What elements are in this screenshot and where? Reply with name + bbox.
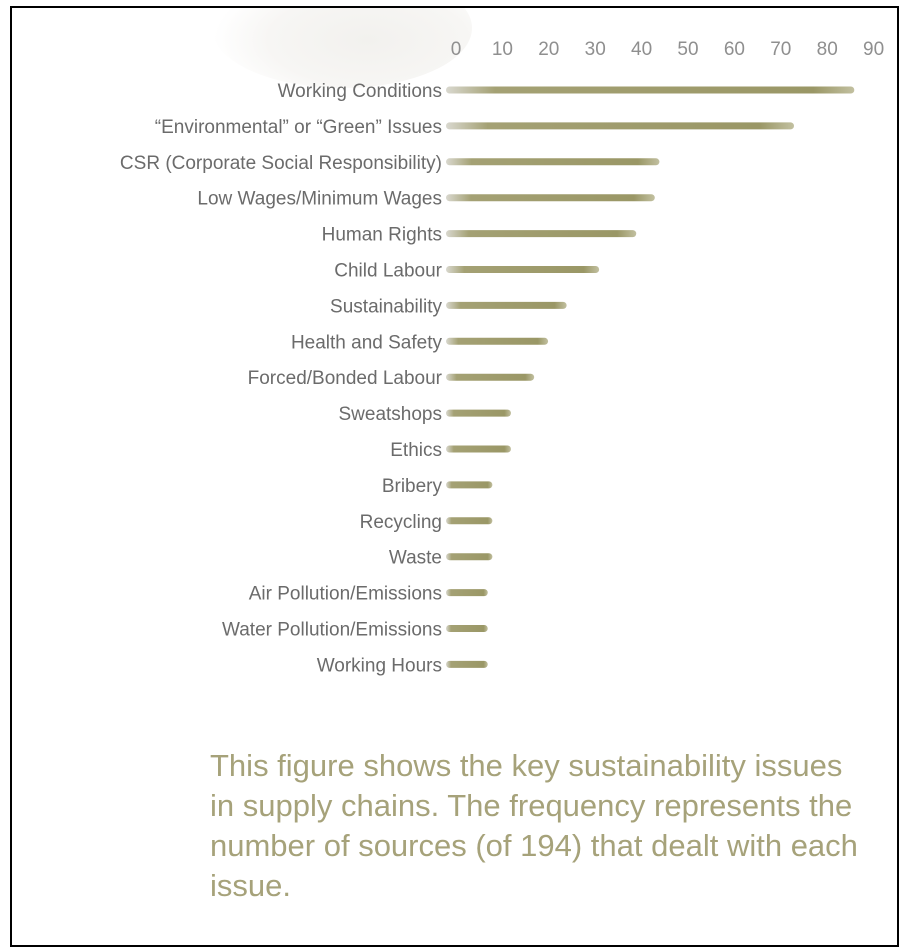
bar [446,445,511,453]
x-tick-label: 20 [538,39,559,60]
category-label: Working Conditions [278,81,442,102]
bar [446,301,567,309]
x-tick-label: 60 [724,39,745,60]
x-tick-label: 30 [585,39,606,60]
category-label: Air Pollution/Emissions [249,584,442,605]
bar [446,158,660,166]
x-tick-label: 90 [863,39,884,60]
x-tick-label: 0 [451,39,462,60]
category-label: Water Pollution/Emissions [222,620,442,641]
bar [446,660,488,668]
category-label: Human Rights [322,225,442,246]
bar [446,517,493,525]
figure-frame: 0 10 20 30 40 50 60 70 80 90 Working Conditions “E… [10,6,899,947]
category-label: Forced/Bonded Labour [248,368,443,389]
category-label: Health and Safety [291,332,443,353]
category-label: Working Hours [317,655,442,676]
category-label: Child Labour [334,261,442,282]
figure-caption: This figure shows the key sustainability… [210,748,858,903]
x-tick-label: 80 [817,39,838,60]
bar-chart: 0 10 20 30 40 50 60 70 80 90 Working Conditions “E… [120,39,884,676]
bars [446,86,855,668]
category-label: CSR (Corporate Social Responsibility) [120,153,442,174]
x-tick-label: 10 [492,39,513,60]
bar [446,337,549,345]
category-label: “Environmental” or “Green” Issues [155,117,442,138]
bar [446,625,488,632]
bar [446,481,493,489]
category-label: Waste [389,548,442,569]
bar [446,122,794,130]
x-tick-label: 70 [770,39,791,60]
bar [446,553,493,561]
bar [446,86,855,94]
bar [446,266,600,273]
x-tick-label: 40 [631,39,652,60]
category-label: Bribery [382,476,443,497]
x-tick-label: 50 [677,39,698,60]
category-label: Low Wages/Minimum Wages [197,189,442,210]
bar [446,409,511,417]
category-label: Sustainability [330,296,442,317]
category-labels: Working Conditions “Environmental” or “Gr… [120,81,443,676]
category-label: Ethics [390,440,442,461]
category-label: Recycling [360,512,442,533]
x-axis-ticks: 0 10 20 30 40 50 60 70 80 90 [451,39,884,60]
bar [446,230,637,238]
bar [446,589,488,597]
category-label: Sweatshops [338,404,442,425]
bar [446,373,535,381]
bar [446,194,655,202]
